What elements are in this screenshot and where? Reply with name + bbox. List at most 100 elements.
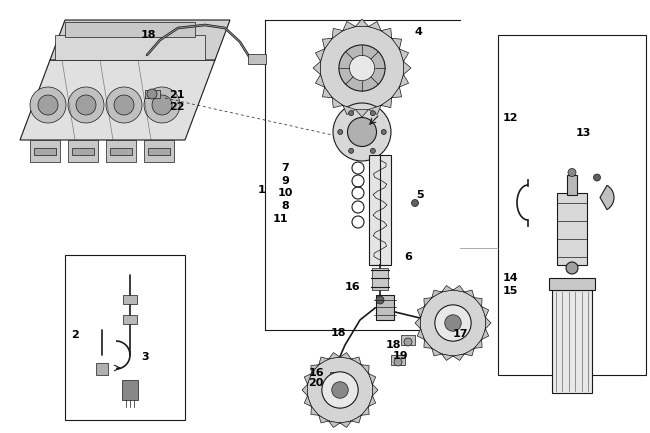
Polygon shape xyxy=(464,348,474,356)
Polygon shape xyxy=(343,21,356,31)
Circle shape xyxy=(348,111,354,116)
Bar xyxy=(549,278,595,290)
Bar xyxy=(144,140,174,162)
Polygon shape xyxy=(442,354,453,360)
Polygon shape xyxy=(464,290,474,298)
Bar xyxy=(68,140,98,162)
Circle shape xyxy=(445,315,461,331)
Polygon shape xyxy=(20,60,215,140)
Polygon shape xyxy=(304,374,311,384)
Polygon shape xyxy=(424,298,432,307)
Polygon shape xyxy=(482,307,489,317)
Circle shape xyxy=(566,262,578,274)
Text: 8: 8 xyxy=(281,201,289,211)
Polygon shape xyxy=(404,61,411,74)
Circle shape xyxy=(320,26,404,110)
Polygon shape xyxy=(329,352,340,359)
Circle shape xyxy=(593,174,601,181)
Polygon shape xyxy=(442,286,453,292)
Circle shape xyxy=(338,129,343,135)
Polygon shape xyxy=(343,105,356,115)
Circle shape xyxy=(332,382,348,398)
Polygon shape xyxy=(315,49,324,61)
Bar xyxy=(248,54,266,64)
Text: 21: 21 xyxy=(169,90,185,100)
Polygon shape xyxy=(361,365,369,374)
Text: 4: 4 xyxy=(414,27,422,37)
Bar xyxy=(65,255,185,420)
Polygon shape xyxy=(392,38,402,49)
Text: 20: 20 xyxy=(308,378,324,388)
Polygon shape xyxy=(399,74,409,87)
Bar xyxy=(34,148,56,155)
Circle shape xyxy=(348,149,354,153)
Polygon shape xyxy=(304,396,311,407)
Text: 12: 12 xyxy=(502,113,518,123)
Polygon shape xyxy=(482,329,489,339)
Bar xyxy=(122,380,138,400)
Polygon shape xyxy=(340,421,351,427)
Polygon shape xyxy=(340,352,351,359)
Circle shape xyxy=(394,358,402,366)
Circle shape xyxy=(30,87,66,123)
Bar xyxy=(123,315,137,324)
Text: 18: 18 xyxy=(140,30,156,40)
Bar xyxy=(376,295,394,320)
Bar xyxy=(401,335,415,345)
Polygon shape xyxy=(372,384,378,396)
Text: 14: 14 xyxy=(502,273,518,283)
Text: 13: 13 xyxy=(575,128,591,138)
Text: 11: 11 xyxy=(272,214,288,224)
Text: 18: 18 xyxy=(385,340,401,350)
Bar xyxy=(552,290,592,392)
Polygon shape xyxy=(486,317,491,329)
Polygon shape xyxy=(361,407,369,415)
Bar xyxy=(557,193,587,265)
Bar xyxy=(30,140,60,162)
Bar xyxy=(96,363,108,375)
Text: 6: 6 xyxy=(404,252,412,262)
Polygon shape xyxy=(369,21,381,31)
Polygon shape xyxy=(424,339,432,348)
Polygon shape xyxy=(417,329,424,339)
Circle shape xyxy=(350,55,374,81)
Polygon shape xyxy=(381,28,392,38)
Polygon shape xyxy=(351,357,361,365)
Polygon shape xyxy=(432,348,442,356)
Bar xyxy=(55,35,205,60)
Polygon shape xyxy=(369,374,376,384)
Polygon shape xyxy=(318,415,329,423)
Text: 1: 1 xyxy=(258,185,266,195)
Circle shape xyxy=(568,168,576,177)
Circle shape xyxy=(68,87,104,123)
Wedge shape xyxy=(600,185,614,210)
Circle shape xyxy=(348,117,376,146)
Polygon shape xyxy=(369,105,381,115)
Text: 2: 2 xyxy=(71,330,79,340)
Text: 22: 22 xyxy=(169,102,185,112)
Bar xyxy=(391,355,405,365)
Text: 10: 10 xyxy=(278,188,292,198)
Circle shape xyxy=(411,200,419,207)
Polygon shape xyxy=(474,339,482,348)
Bar xyxy=(65,22,195,37)
Bar xyxy=(330,372,344,382)
Bar xyxy=(145,90,160,98)
Text: 17: 17 xyxy=(452,329,468,339)
Polygon shape xyxy=(311,407,318,415)
Polygon shape xyxy=(351,415,361,423)
Circle shape xyxy=(333,103,391,161)
Polygon shape xyxy=(399,49,409,61)
Text: 16: 16 xyxy=(308,368,324,378)
Circle shape xyxy=(76,95,96,115)
Bar xyxy=(567,174,577,194)
Polygon shape xyxy=(453,286,464,292)
Polygon shape xyxy=(392,87,402,98)
Polygon shape xyxy=(332,98,343,108)
Circle shape xyxy=(404,338,412,346)
Polygon shape xyxy=(474,298,482,307)
Text: 16: 16 xyxy=(344,282,360,292)
Polygon shape xyxy=(311,365,318,374)
Polygon shape xyxy=(318,357,329,365)
Circle shape xyxy=(322,372,358,408)
